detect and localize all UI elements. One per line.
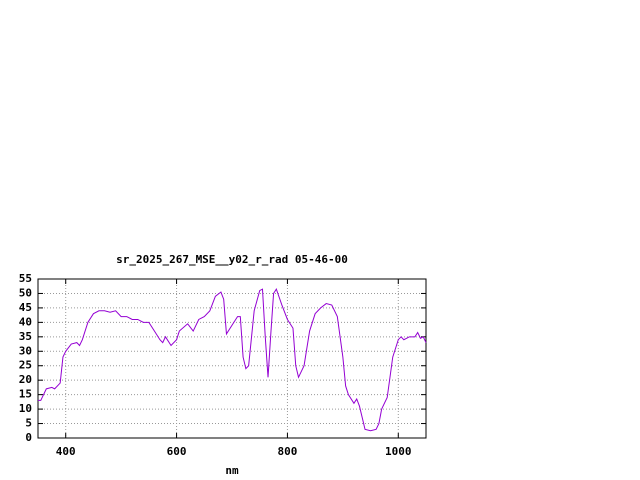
y-tick-label: 10 xyxy=(19,402,32,415)
x-tick-label: 1000 xyxy=(385,445,412,458)
y-tick-label: 30 xyxy=(19,344,32,357)
y-tick-label: 45 xyxy=(19,301,32,314)
y-tick-label: 0 xyxy=(25,431,32,444)
data-line xyxy=(38,287,427,432)
y-tick-label: 5 xyxy=(25,417,32,430)
y-tick-label: 40 xyxy=(19,315,32,328)
y-tick-label: 25 xyxy=(19,359,32,372)
x-tick-label: 800 xyxy=(277,445,297,458)
x-tick-label: 400 xyxy=(56,445,76,458)
y-tick-label: 20 xyxy=(19,373,32,386)
plot-frame xyxy=(37,278,427,439)
y-tick-label: 55 xyxy=(19,272,32,285)
x-tick-label: 600 xyxy=(167,445,187,458)
y-tick-label: 15 xyxy=(19,388,32,401)
y-tick-label: 50 xyxy=(19,286,32,299)
y-tick-label: 35 xyxy=(19,330,32,343)
x-axis-label: nm xyxy=(225,464,239,477)
chart-title: sr_2025_267_MSE__y02_r_rad 05-46-00 xyxy=(116,253,348,266)
